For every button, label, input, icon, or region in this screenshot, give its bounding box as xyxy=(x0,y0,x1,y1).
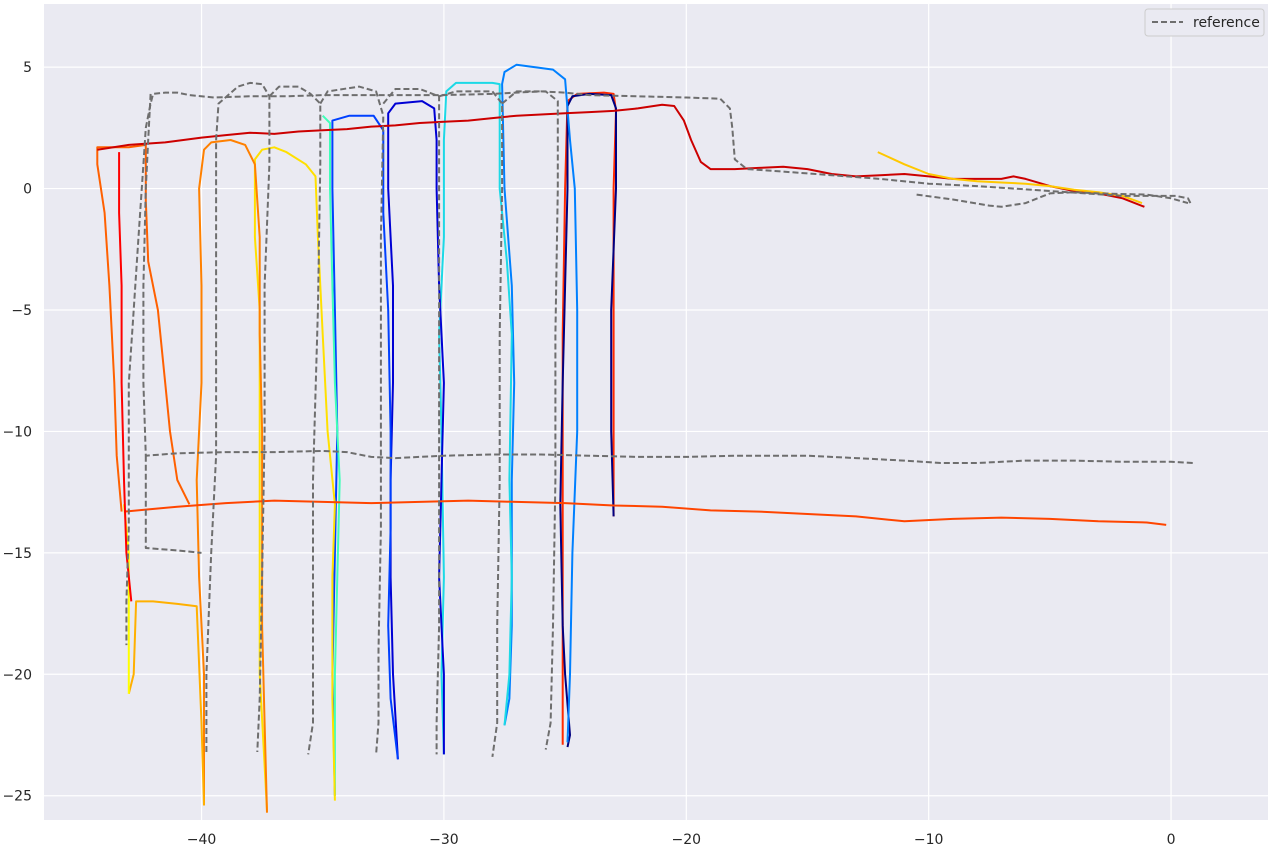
legend: reference xyxy=(1144,8,1265,37)
trajectory-line xyxy=(97,103,1145,208)
reference-line xyxy=(144,455,202,554)
y-tick-label: −20 xyxy=(2,667,32,683)
x-tick-label: −30 xyxy=(429,832,459,848)
y-tick-label: −15 xyxy=(2,546,32,562)
y-tick-label: −5 xyxy=(11,303,32,319)
y-tick-label: −10 xyxy=(2,424,32,440)
reference-line xyxy=(438,90,504,758)
x-tick-label: −10 xyxy=(914,832,944,848)
reference-line xyxy=(125,90,1192,646)
x-tick-label: 0 xyxy=(1167,832,1176,848)
trajectory-line xyxy=(123,499,1167,526)
trajectory-line xyxy=(127,600,205,806)
reference-line xyxy=(382,88,441,755)
reference-line xyxy=(916,191,1189,208)
trajectory-line xyxy=(118,152,133,602)
y-tick-label: 0 xyxy=(23,182,32,198)
reference-line xyxy=(205,81,271,753)
reference-lines xyxy=(125,81,1193,758)
grid xyxy=(44,4,1268,820)
trajectory-line xyxy=(321,114,341,796)
trajectory-line xyxy=(877,151,1143,205)
legend-box xyxy=(1144,8,1265,37)
trajectory-line xyxy=(501,63,579,743)
x-tick-label: −20 xyxy=(672,832,702,848)
trajectory-line xyxy=(331,114,399,796)
reference-line xyxy=(268,85,322,755)
reference-line xyxy=(319,85,385,755)
trajectory-line xyxy=(253,146,336,811)
plot-area xyxy=(44,4,1268,820)
legend-label-reference: reference xyxy=(1193,15,1260,31)
y-tick-label: 5 xyxy=(23,60,32,76)
x-tick-label: −40 xyxy=(187,832,217,848)
axis-ticks: −40 −30 −20 −10 0 5 0 −5 −10 −15 −20 −25 xyxy=(2,60,1175,848)
trajectory-line xyxy=(96,143,191,512)
y-tick-label: −25 xyxy=(2,789,32,805)
